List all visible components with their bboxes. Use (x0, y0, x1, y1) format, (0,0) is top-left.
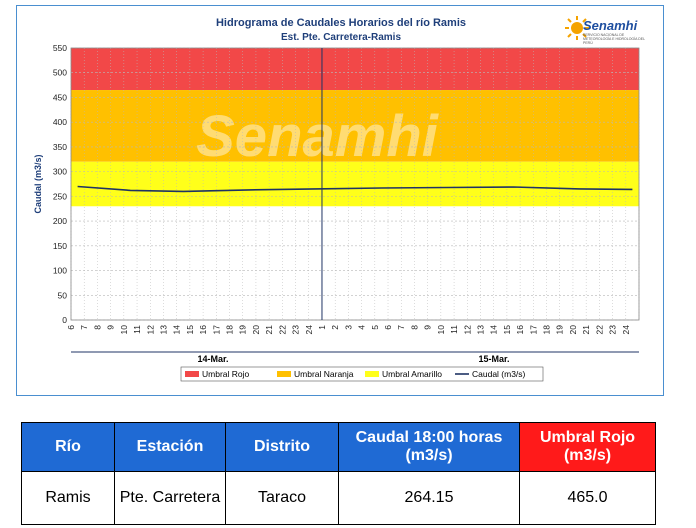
x-tick-label-3: 9 (106, 325, 116, 330)
legend-swatch-1 (277, 371, 291, 377)
series-line-0 (77, 185, 633, 193)
x-tick-label-18: 24 (304, 325, 314, 335)
table-header-row: Río Estación Distrito Caudal 18:00 horas… (21, 422, 656, 472)
x-tick-label-21: 3 (343, 325, 353, 330)
header-estacion: Estación (114, 422, 226, 472)
y-tick-label-4: 200 (53, 216, 67, 226)
station-info-table: Río Estación Distrito Caudal 18:00 horas… (21, 422, 656, 525)
y-tick-label-2: 100 (53, 266, 67, 276)
y-axis-label: Caudal (m3/s) (33, 154, 43, 213)
y-tick-label-0: 0 (62, 315, 67, 325)
x-tick-label-20: 2 (330, 325, 340, 330)
cell-caudal: 264.15 (338, 471, 520, 525)
sun-logo-icon (565, 16, 589, 40)
x-tick-label-15: 21 (264, 325, 274, 335)
x-tick-label-37: 19 (555, 325, 565, 335)
logo-subtitle: SERVICIO NACIONAL DE METEOROLOGÍA E HIDR… (583, 33, 645, 45)
header-rio: Río (21, 422, 115, 472)
x-tick-label-9: 15 (185, 325, 195, 335)
x-tick-label-6: 12 (145, 325, 155, 335)
table-row: Ramis Pte. Carretera Taraco 264.15 465.0 (21, 471, 656, 525)
chart-title: Hidrograma de Caudales Horarios del río … (216, 17, 466, 29)
x-tick-label-42: 24 (621, 325, 631, 335)
y-tick-label-11: 550 (53, 43, 67, 53)
legend-label-2: Umbral Amarillo (382, 369, 442, 379)
chart-frame: Hidrograma de Caudales Horarios del río … (16, 5, 664, 396)
watermark-text: Senamhi (196, 104, 440, 169)
x-tick-label-26: 8 (409, 325, 419, 330)
hydrograph-chart: Hidrograma de Caudales Horarios del río … (33, 17, 640, 382)
legend-box (180, 366, 544, 382)
x-tick-label-27: 9 (423, 325, 433, 330)
legend-label-3: Caudal (m3/s) (472, 369, 526, 379)
y-tick-label-8: 400 (53, 117, 67, 127)
cell-estacion: Pte. Carretera (114, 471, 226, 525)
x-tick-label-39: 21 (581, 325, 591, 335)
x-tick-label-40: 22 (594, 325, 604, 335)
x-tick-label-32: 14 (489, 325, 499, 335)
header-caudal: Caudal 18:00 horas (m3/s) (338, 422, 520, 472)
x-tick-label-12: 18 (225, 325, 235, 335)
x-tick-label-2: 8 (92, 325, 102, 330)
y-tick-label-7: 350 (53, 142, 67, 152)
plot-area (70, 47, 640, 321)
x-tick-label-22: 4 (357, 325, 367, 330)
y-tick-label-6: 300 (53, 167, 67, 177)
logo-text: Senamhi (583, 18, 638, 33)
y-tick-label-3: 150 (53, 241, 67, 251)
x-tick-label-16: 22 (277, 325, 287, 335)
threshold-band-2 (71, 161, 639, 207)
y-tick-label-1: 50 (58, 290, 68, 300)
x-tick-label-30: 12 (462, 325, 472, 335)
y-tick-label-9: 450 (53, 92, 67, 102)
chart-subtitle: Est. Pte. Carretera-Ramis (281, 32, 401, 43)
x-tick-label-8: 14 (172, 325, 182, 335)
x-tick-label-1: 7 (79, 325, 89, 330)
x-tick-label-36: 18 (542, 325, 552, 335)
legend-label-0: Umbral Rojo (202, 369, 250, 379)
x-tick-label-5: 11 (132, 325, 142, 334)
x-tick-label-0: 6 (66, 325, 76, 330)
x-tick-label-19: 1 (317, 325, 327, 330)
x-tick-label-10: 16 (198, 325, 208, 335)
header-distrito: Distrito (225, 422, 339, 472)
x-tick-label-7: 13 (158, 325, 168, 335)
header-umbral-rojo: Umbral Rojo (m3/s) (519, 422, 656, 472)
cell-distrito: Taraco (225, 471, 339, 525)
day-label-1: 15-Mar. (478, 354, 509, 364)
x-tick-label-41: 23 (608, 325, 618, 335)
legend-swatch-0 (185, 371, 199, 377)
cell-rio: Ramis (21, 471, 115, 525)
x-tick-label-14: 20 (251, 325, 261, 335)
x-tick-label-25: 7 (396, 325, 406, 330)
threshold-band-0 (71, 48, 639, 91)
x-tick-label-34: 16 (515, 325, 525, 335)
x-tick-label-33: 15 (502, 325, 512, 335)
x-tick-label-17: 23 (291, 325, 301, 335)
x-tick-label-11: 17 (211, 325, 221, 335)
x-tick-label-23: 5 (370, 325, 380, 330)
day-label-0: 14-Mar. (197, 354, 228, 364)
x-tick-label-29: 11 (449, 325, 459, 334)
x-tick-label-4: 10 (119, 325, 129, 335)
x-tick-label-38: 20 (568, 325, 578, 335)
x-tick-label-13: 19 (238, 325, 248, 335)
x-tick-label-24: 6 (383, 325, 393, 330)
x-tick-label-35: 17 (528, 325, 538, 335)
x-tick-label-31: 13 (475, 325, 485, 335)
x-tick-label-28: 10 (436, 325, 446, 335)
cell-umbral-rojo: 465.0 (519, 471, 656, 525)
legend-label-1: Umbral Naranja (294, 369, 354, 379)
y-tick-label-5: 250 (53, 191, 67, 201)
y-tick-label-10: 500 (53, 68, 67, 78)
threshold-band-1 (71, 90, 639, 162)
legend-swatch-2 (365, 371, 379, 377)
